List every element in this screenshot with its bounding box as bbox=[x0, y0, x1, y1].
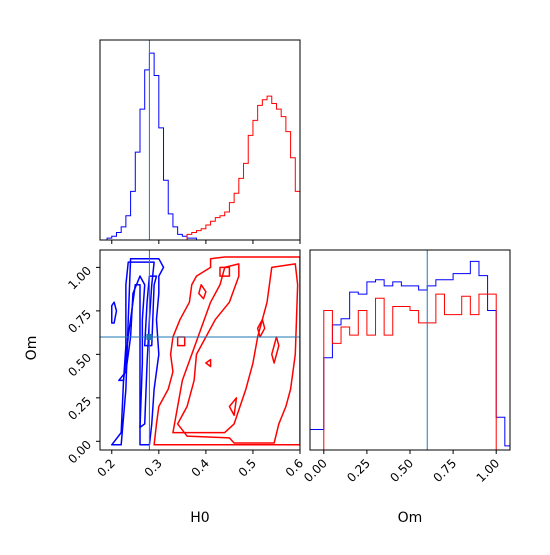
truth-marker bbox=[146, 333, 153, 340]
h0-marginal-panel bbox=[99, 39, 301, 244]
contour-line-red bbox=[219, 266, 231, 277]
h0-om-contour-panel: 0.2 0.3 0.4 0.5 0.60.000.250.500.751.00 bbox=[65, 249, 306, 480]
x-axis-label-om: Om bbox=[398, 510, 423, 526]
contour-y-tick-label: 0.25 bbox=[65, 394, 94, 423]
contour-plot-area bbox=[100, 250, 300, 450]
contour-y-tick-label: 0.75 bbox=[65, 307, 94, 336]
om-marginal-plot-area bbox=[310, 250, 510, 450]
om-marginal-frame bbox=[309, 249, 511, 451]
om-marginal-x-tick-label: 0.00 bbox=[301, 456, 330, 485]
om-marginal-x-tick-label: 0.75 bbox=[430, 456, 459, 485]
contour-line-blue bbox=[143, 275, 158, 347]
om-histogram-blue bbox=[310, 260, 510, 447]
contour-x-tick-label: 0.3 bbox=[142, 456, 165, 479]
contour-line-red bbox=[271, 336, 280, 364]
om-histogram-red bbox=[323, 293, 497, 450]
contour-line-blue bbox=[111, 301, 118, 324]
h0-histogram-blue bbox=[106, 52, 197, 240]
contour-line-red bbox=[176, 336, 186, 347]
om-marginal-panel: 0.00 0.25 0.50 0.75 1.00 bbox=[301, 249, 511, 485]
contour-line-red bbox=[256, 318, 266, 338]
contour-line-red bbox=[205, 358, 212, 368]
contour-x-tick-label: 0.5 bbox=[236, 456, 259, 479]
contour-line-red bbox=[153, 256, 300, 446]
x-axis-label-h0: H0 bbox=[190, 510, 209, 526]
contour-y-tick-label: 1.00 bbox=[65, 264, 94, 293]
contour-x-tick-label: 0.2 bbox=[94, 456, 117, 479]
contour-frame bbox=[99, 249, 301, 451]
y-axis-label-om: Om bbox=[24, 336, 40, 361]
h0-histogram-red bbox=[186, 95, 300, 240]
contour-line-red bbox=[228, 397, 238, 416]
contour-y-tick-label: 0.50 bbox=[65, 351, 94, 380]
om-marginal-x-tick-label: 0.25 bbox=[344, 456, 373, 485]
contour-x-tick-label: 0.4 bbox=[189, 456, 212, 479]
om-marginal-x-tick-label: 0.50 bbox=[387, 456, 416, 485]
contour-line-blue bbox=[111, 257, 165, 446]
h0-marginal-frame bbox=[99, 39, 301, 241]
contour-y-tick-label: 0.00 bbox=[65, 438, 94, 467]
contour-line-blue bbox=[118, 261, 155, 429]
contour-line-red bbox=[198, 284, 207, 300]
om-marginal-x-tick-label: 1.00 bbox=[474, 456, 503, 485]
h0-marginal-plot-area bbox=[106, 40, 300, 240]
